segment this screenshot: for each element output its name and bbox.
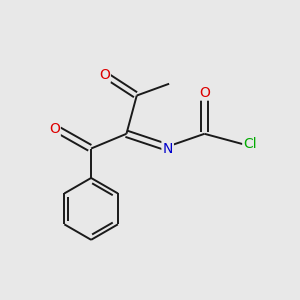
Text: O: O bbox=[49, 122, 60, 136]
Text: O: O bbox=[199, 85, 210, 100]
Text: N: N bbox=[163, 142, 173, 155]
Text: O: O bbox=[99, 68, 110, 82]
Text: Cl: Cl bbox=[243, 137, 257, 151]
